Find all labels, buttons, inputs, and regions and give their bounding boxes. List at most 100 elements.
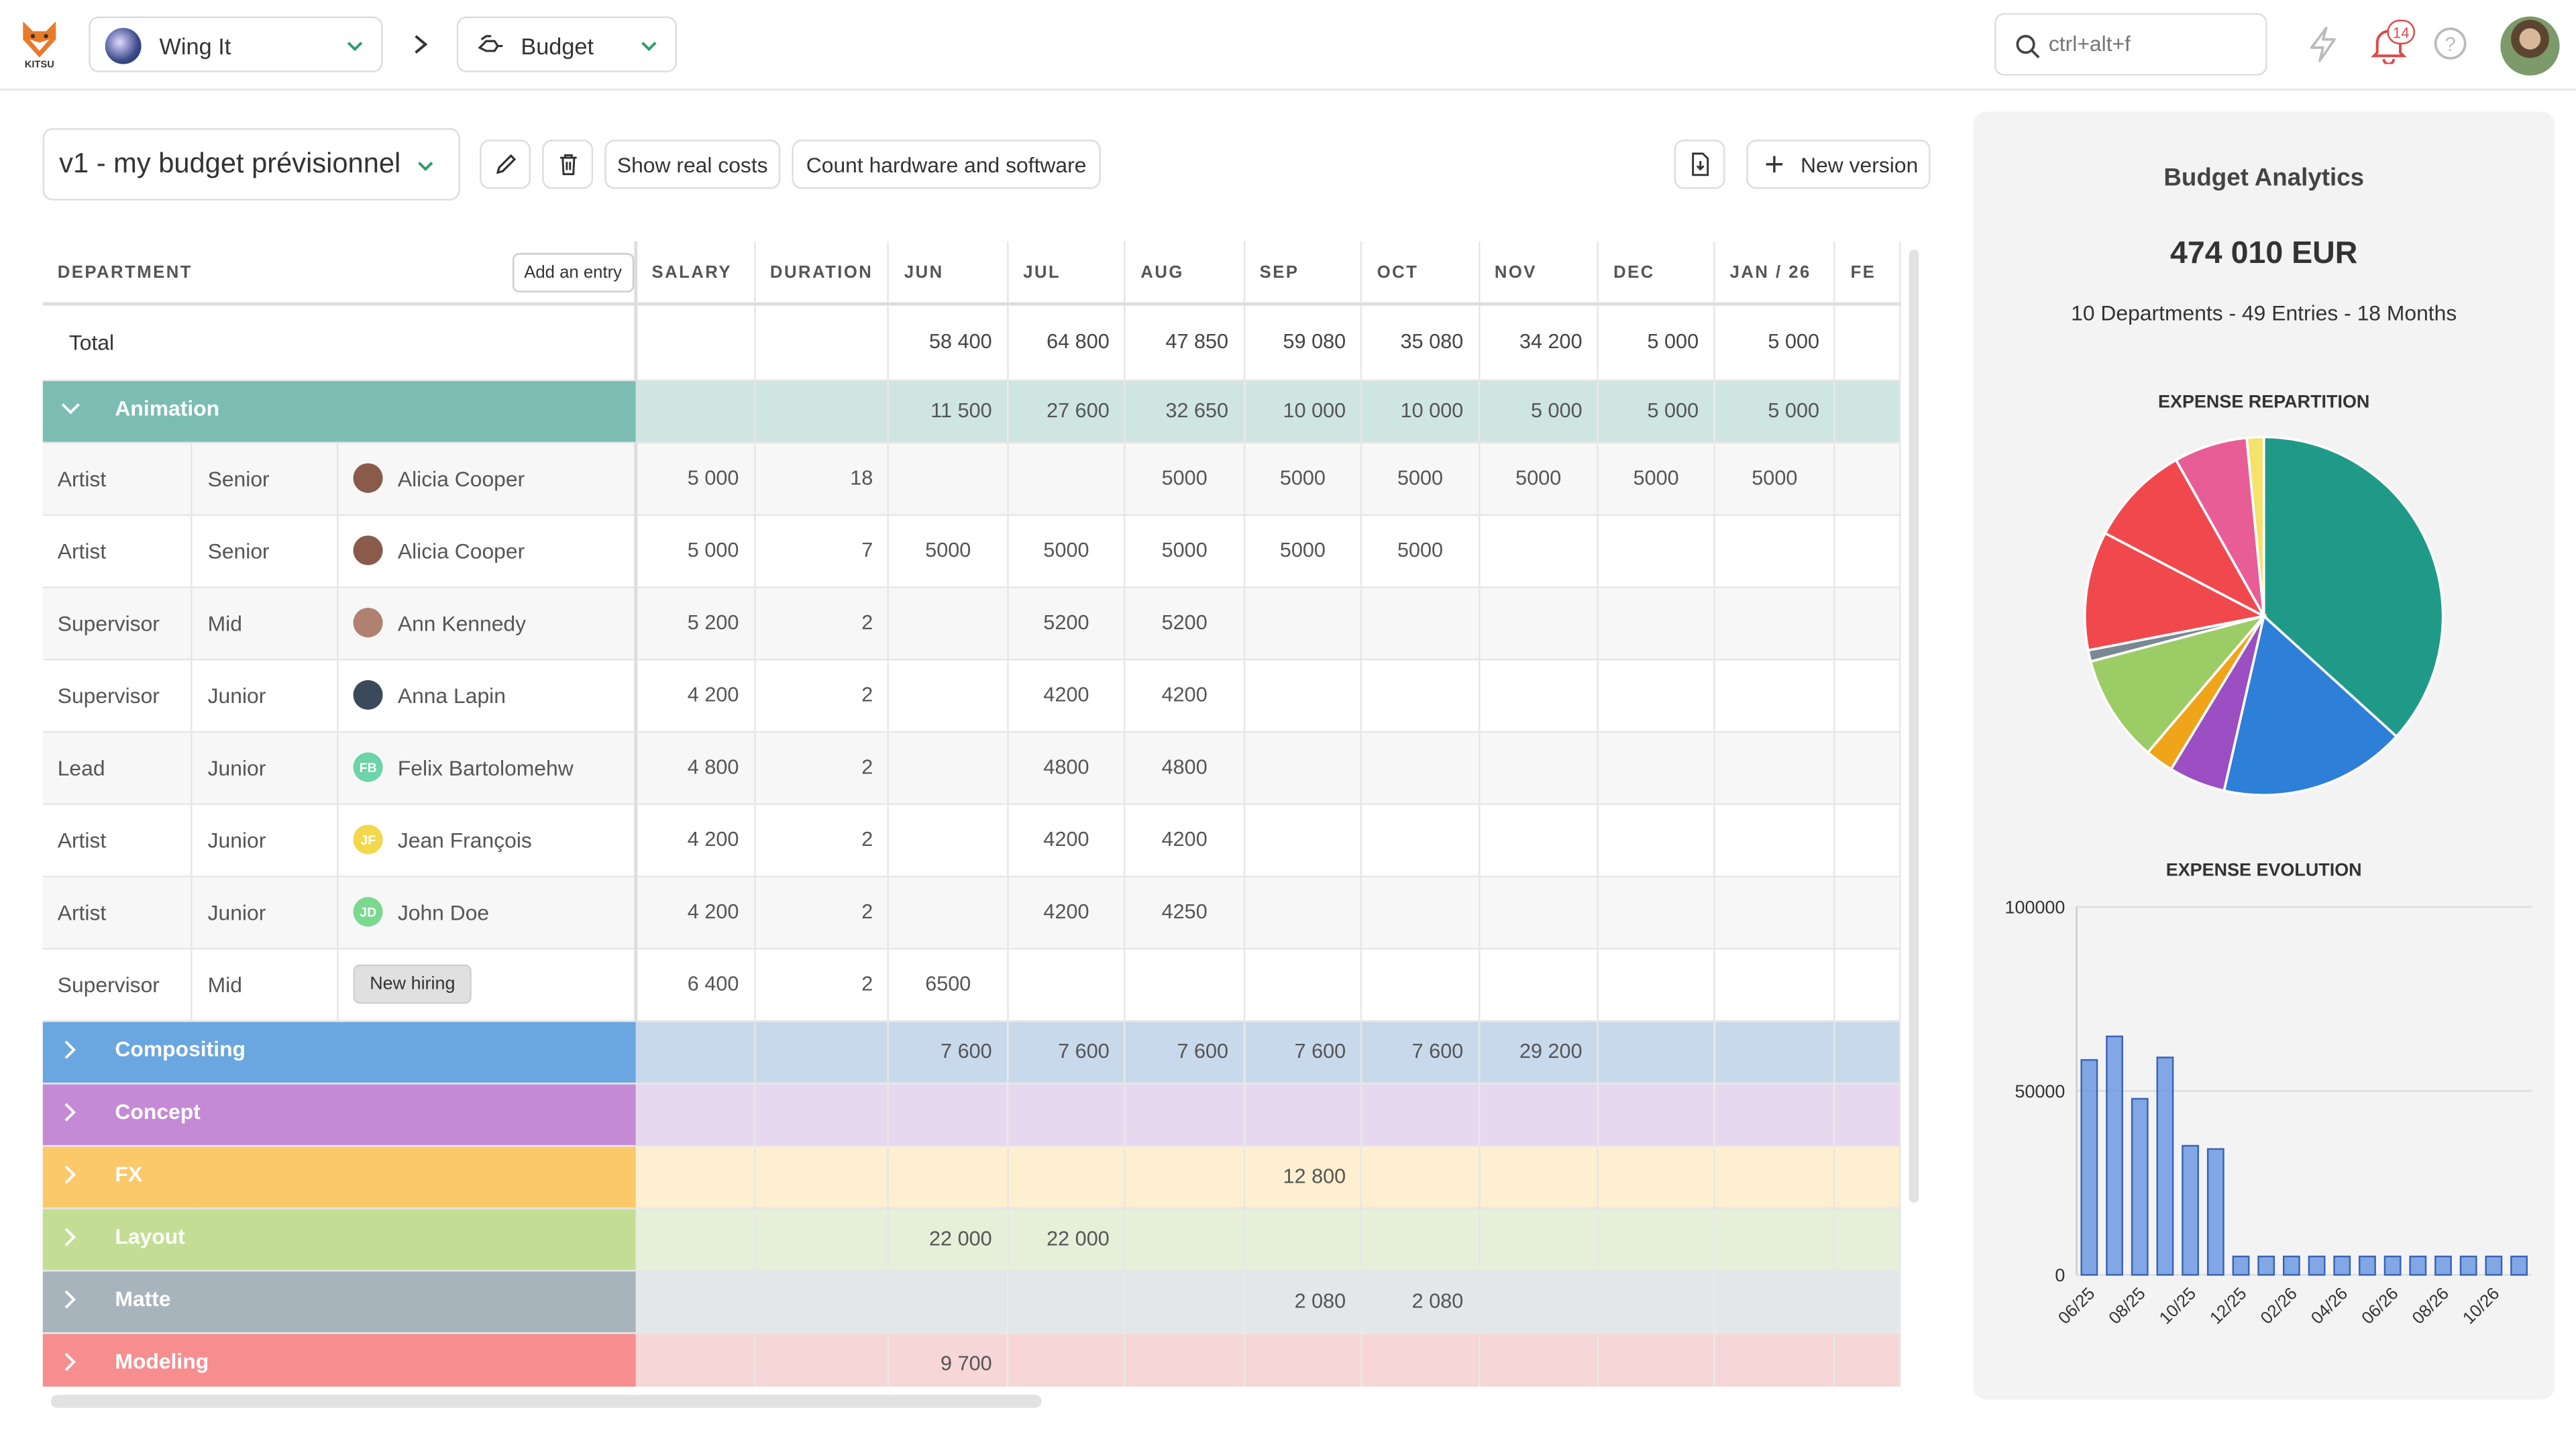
person-cell[interactable]: Ann Kennedy <box>337 586 637 660</box>
position-cell[interactable]: Artist <box>42 441 193 515</box>
department-row[interactable]: FX 12 800 <box>42 1144 1901 1209</box>
new-hiring-badge[interactable]: New hiring <box>353 964 472 1004</box>
month-cell[interactable]: 5000 <box>1361 514 1480 588</box>
month-cell[interactable] <box>1007 948 1126 1022</box>
month-cell[interactable] <box>1714 803 1836 877</box>
department-row[interactable]: Layout 22 000 22 000 <box>42 1208 1901 1271</box>
month-cell[interactable] <box>1835 514 1901 588</box>
position-cell[interactable]: Artist <box>42 514 193 588</box>
department-row[interactable]: Modeling 9 700 <box>42 1332 1901 1387</box>
seniority-cell[interactable]: Mid <box>192 586 339 660</box>
month-cell[interactable] <box>1835 731 1901 804</box>
show-real-costs-button[interactable]: Show real costs <box>604 140 781 189</box>
month-cell[interactable]: 5000 <box>1714 441 1836 515</box>
month-cell[interactable]: 5000 <box>1597 441 1715 515</box>
department-cell[interactable]: Modeling <box>42 1332 635 1387</box>
lightning-icon[interactable] <box>2305 25 2341 64</box>
department-row[interactable]: Matte 2 080 2 080 <box>42 1270 1901 1334</box>
month-cell[interactable] <box>1244 875 1362 949</box>
month-cell[interactable]: 4800 <box>1125 731 1245 804</box>
person-cell[interactable]: JD John Doe <box>337 875 637 949</box>
month-cell[interactable] <box>1835 586 1901 660</box>
department-cell[interactable]: Concept <box>42 1082 635 1146</box>
month-cell[interactable] <box>1714 948 1836 1022</box>
person-cell[interactable]: Anna Lapin <box>337 659 637 733</box>
month-cell[interactable]: 5000 <box>1125 441 1245 515</box>
salary-cell[interactable]: 5 000 <box>635 441 755 515</box>
salary-cell[interactable]: 4 200 <box>635 803 755 877</box>
month-cell[interactable]: 5000 <box>888 514 1009 588</box>
duration-cell[interactable]: 2 <box>754 803 890 877</box>
seniority-cell[interactable]: Junior <box>192 731 339 804</box>
notifications-button[interactable]: 14 <box>2367 19 2416 68</box>
month-cell[interactable]: 5000 <box>1244 441 1362 515</box>
month-cell[interactable]: 5000 <box>1007 514 1126 588</box>
position-cell[interactable]: Lead <box>42 731 193 804</box>
month-cell[interactable] <box>1361 803 1480 877</box>
entry-row[interactable]: Artist Junior JF Jean François 4 200 2 4200 420… <box>42 803 1901 877</box>
month-cell[interactable]: 5200 <box>1125 586 1245 660</box>
month-cell[interactable]: 4200 <box>1125 659 1245 733</box>
month-cell[interactable] <box>1479 803 1599 877</box>
position-cell[interactable]: Supervisor <box>42 948 193 1022</box>
month-cell[interactable] <box>1597 659 1715 733</box>
department-row[interactable]: Animation 11 500 27 600 32 650 10 000 10 000 5… <box>42 379 1901 443</box>
salary-cell[interactable]: 5 200 <box>635 586 755 660</box>
search-box[interactable] <box>1994 13 2267 76</box>
month-cell[interactable] <box>888 441 1009 515</box>
month-cell[interactable] <box>1714 875 1836 949</box>
production-selector[interactable]: Wing It <box>89 16 383 72</box>
entry-row[interactable]: Artist Senior Alicia Cooper 5 000 7 5000 5000 5… <box>42 514 1901 588</box>
entry-row[interactable]: Lead Junior FB Felix Bartolomehw 4 800 2 4800 4… <box>42 731 1901 804</box>
month-cell[interactable] <box>1714 731 1836 804</box>
month-cell[interactable] <box>1597 586 1715 660</box>
export-button[interactable] <box>1674 140 1725 189</box>
new-version-button[interactable]: New version <box>1746 140 1931 189</box>
month-cell[interactable] <box>1479 731 1599 804</box>
month-cell[interactable] <box>1597 803 1715 877</box>
month-cell[interactable] <box>1479 875 1599 949</box>
department-row[interactable]: Compositing 7 600 7 600 7 600 7 600 7 600 29 2… <box>42 1020 1901 1084</box>
salary-cell[interactable]: 4 200 <box>635 875 755 949</box>
month-cell[interactable] <box>1597 731 1715 804</box>
seniority-cell[interactable]: Senior <box>192 514 339 588</box>
edit-version-button[interactable] <box>480 140 531 189</box>
department-cell[interactable]: Compositing <box>42 1020 635 1084</box>
month-cell[interactable] <box>1479 514 1599 588</box>
department-row[interactable]: Concept <box>42 1082 1901 1146</box>
seniority-cell[interactable]: Junior <box>192 659 339 733</box>
version-selector[interactable]: v1 - my budget prévisionnel <box>42 128 460 201</box>
month-cell[interactable]: 4200 <box>1007 875 1126 949</box>
month-cell[interactable] <box>1125 948 1245 1022</box>
month-cell[interactable] <box>1835 948 1901 1022</box>
department-cell[interactable]: FX <box>42 1144 635 1209</box>
seniority-cell[interactable]: Senior <box>192 441 339 515</box>
entry-row[interactable]: Supervisor Junior Anna Lapin 4 200 2 4200 4200 <box>42 659 1901 733</box>
month-cell[interactable] <box>888 803 1009 877</box>
month-cell[interactable] <box>1361 875 1480 949</box>
entry-row[interactable]: Supervisor Mid Ann Kennedy 5 200 2 5200 5200 <box>42 586 1901 660</box>
duration-cell[interactable]: 2 <box>754 659 890 733</box>
month-cell[interactable] <box>1244 948 1362 1022</box>
section-selector[interactable]: Budget <box>456 16 677 72</box>
month-cell[interactable] <box>1244 659 1362 733</box>
month-cell[interactable] <box>1597 875 1715 949</box>
month-cell[interactable] <box>1835 803 1901 877</box>
person-cell[interactable]: JF Jean François <box>337 803 637 877</box>
month-cell[interactable] <box>1714 659 1836 733</box>
month-cell[interactable] <box>1361 586 1480 660</box>
month-cell[interactable]: 5000 <box>1479 441 1599 515</box>
month-cell[interactable] <box>1714 514 1836 588</box>
month-cell[interactable] <box>1597 948 1715 1022</box>
month-cell[interactable] <box>1835 875 1901 949</box>
search-input[interactable] <box>2048 31 2246 56</box>
salary-cell[interactable]: 4 800 <box>635 731 755 804</box>
month-cell[interactable] <box>1479 948 1599 1022</box>
month-cell[interactable] <box>1007 441 1126 515</box>
count-hardware-button[interactable]: Count hardware and software <box>792 140 1101 189</box>
department-cell[interactable]: Layout <box>42 1208 635 1271</box>
salary-cell[interactable]: 6 400 <box>635 948 755 1022</box>
seniority-cell[interactable]: Mid <box>192 948 339 1022</box>
salary-cell[interactable]: 4 200 <box>635 659 755 733</box>
entry-row[interactable]: Supervisor Mid New hiring 6 400 2 6500 <box>42 948 1901 1022</box>
